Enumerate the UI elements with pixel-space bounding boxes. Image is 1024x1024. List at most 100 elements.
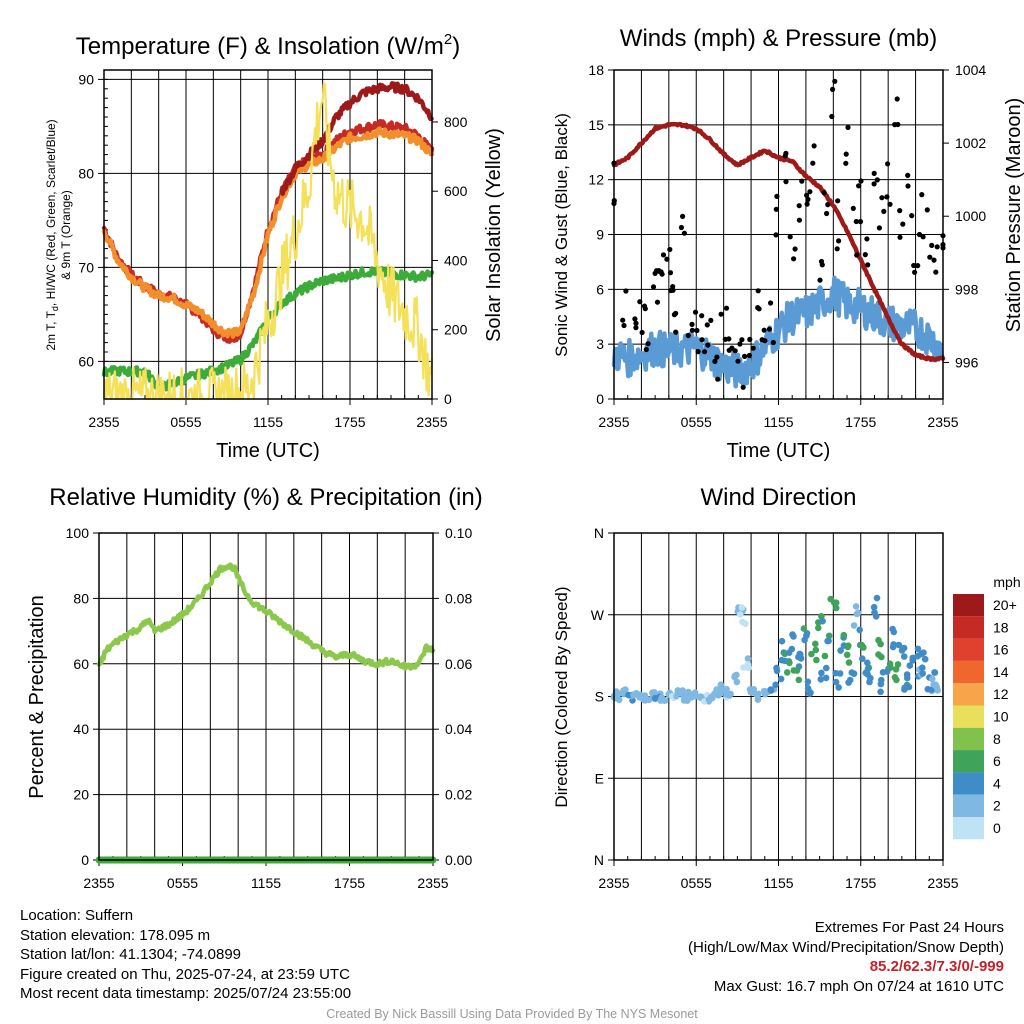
gust-point <box>927 254 933 260</box>
y-tick-label: N <box>594 852 604 868</box>
gust-point <box>897 208 903 214</box>
direction-point <box>772 681 779 689</box>
direction-point <box>812 646 820 654</box>
legend-swatch <box>953 817 984 840</box>
legend-label: 18 <box>993 619 1009 635</box>
gust-point <box>829 113 835 120</box>
direction-point <box>889 625 896 633</box>
extremes-values: 85.2/62.3/7.3/0/-999 <box>869 958 1004 976</box>
gust-point <box>804 192 810 198</box>
y-label-subscript: d <box>50 306 60 311</box>
direction-point <box>843 651 851 659</box>
direction-point <box>905 683 913 691</box>
gust-point <box>858 178 864 184</box>
y-label-rest: , HI/WC (Red, Green, Scarlet/Blue) <box>44 119 58 306</box>
direction-point <box>800 625 808 632</box>
gust-point <box>620 317 626 323</box>
extremes-subtitle: (High/Low/Max Wind/Precipitation/Snow De… <box>688 938 1004 956</box>
series-line <box>279 81 434 196</box>
y-right-tick-label: 998 <box>955 281 979 297</box>
gust-point <box>810 160 816 166</box>
y-right-tick-label: 1000 <box>955 208 986 224</box>
gust-point <box>723 305 730 311</box>
x-tick-label: 2355 <box>598 875 629 891</box>
gust-point <box>845 124 851 130</box>
direction-point <box>821 652 829 660</box>
gust-point <box>650 284 657 290</box>
gust-point <box>632 316 638 322</box>
gust-point <box>843 160 849 166</box>
direction-point <box>801 636 808 644</box>
gust-point <box>673 310 679 316</box>
direction-point <box>680 692 687 699</box>
gust-point <box>645 341 651 347</box>
gust-point <box>695 349 701 355</box>
gust-point <box>824 210 830 217</box>
x-axis-label: Time (UTC) <box>216 440 320 462</box>
y-right-axis-label: Solar Insolation (Yellow) <box>483 128 505 342</box>
legend-swatch <box>953 616 984 639</box>
direction-point <box>761 691 769 698</box>
gust-point <box>718 311 724 317</box>
direction-point <box>651 694 659 702</box>
direction-point <box>644 696 651 703</box>
gust-point <box>681 230 688 236</box>
direction-point <box>892 666 900 673</box>
chart-title: Temperature (F) & Insolation (W/m2) <box>76 31 460 60</box>
y-tick-label: 12 <box>588 172 604 188</box>
gust-point <box>884 194 890 200</box>
y-right-tick-label: 200 <box>444 322 468 338</box>
gust-point <box>660 252 667 258</box>
gust-point <box>825 202 831 208</box>
x-tick-label: 0555 <box>167 875 198 891</box>
gust-point <box>766 326 773 332</box>
x-tick-label: 1755 <box>334 414 365 430</box>
y-tick-label: 3 <box>596 336 604 352</box>
x-tick-label: 1155 <box>253 414 283 430</box>
gust-point <box>796 217 803 223</box>
gust-point <box>659 271 665 277</box>
x-tick-label: 0555 <box>681 414 712 430</box>
direction-point <box>777 675 785 683</box>
direction-point <box>877 680 885 688</box>
y-right-tick-label: 600 <box>444 183 468 199</box>
y-tick-label: 15 <box>588 117 604 133</box>
x-tick-label: 1155 <box>251 875 281 891</box>
direction-point <box>877 640 884 648</box>
gust-point <box>887 201 893 207</box>
y-tick-label: 90 <box>78 71 94 87</box>
extremes-panel: Extremes For Past 24 Hours (High/Low/Max… <box>688 918 1004 996</box>
gust-point <box>643 346 649 353</box>
gust-point <box>667 246 673 253</box>
gust-point <box>742 353 748 359</box>
gust-point <box>919 192 925 198</box>
gust-point <box>805 196 811 202</box>
y-tick-label: 100 <box>66 525 90 541</box>
gust-point <box>933 269 939 275</box>
direction-point <box>620 687 627 694</box>
legend-label: 20+ <box>993 597 1017 613</box>
y-right-tick-label: 0.04 <box>445 721 472 737</box>
gust-point <box>834 246 840 252</box>
y-right-tick-label: 0.06 <box>445 656 472 672</box>
gust-point <box>761 327 767 333</box>
gust-point <box>673 329 679 335</box>
gust-point <box>642 306 648 312</box>
gust-point <box>755 288 761 294</box>
direction-point <box>914 645 922 653</box>
gust-point <box>929 242 935 248</box>
gust-point <box>633 320 639 326</box>
direction-point <box>934 687 941 694</box>
gust-point <box>850 205 856 211</box>
direction-point <box>808 650 815 658</box>
y-tick-label: 70 <box>78 259 94 275</box>
chart-title: Winds (mph) & Pressure (mb) <box>620 25 937 52</box>
direction-point <box>767 686 775 693</box>
gust-point <box>881 208 887 214</box>
direction-point <box>803 630 811 637</box>
series-line <box>611 275 946 389</box>
gust-point <box>796 203 802 209</box>
gust-point <box>770 339 776 346</box>
direction-point <box>848 669 856 676</box>
gust-point <box>905 172 911 178</box>
